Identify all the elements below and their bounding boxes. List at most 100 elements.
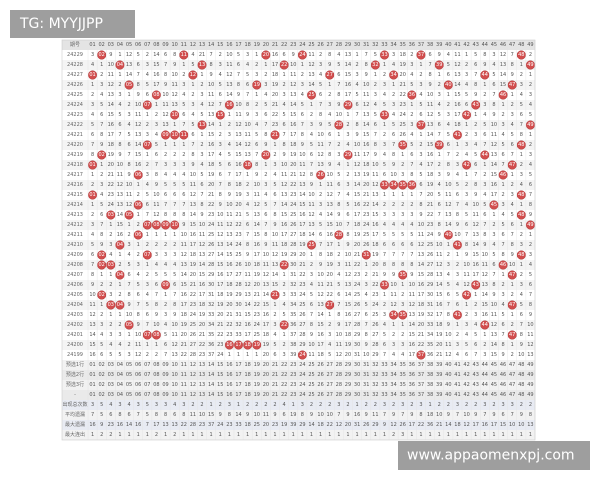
ball — [306, 240, 317, 250]
omission: 6 — [511, 142, 514, 148]
omission: 5 — [146, 302, 149, 308]
stat-value: 16 — [117, 422, 123, 428]
omission: 2 — [511, 182, 514, 188]
stat-value: 16 — [354, 412, 360, 418]
omission: 7 — [501, 162, 504, 168]
omission: 1 — [529, 232, 532, 238]
omission: 13 — [244, 152, 250, 158]
ball-number: 37 — [418, 52, 424, 58]
omission: 9 — [328, 162, 331, 168]
omission: 15 — [372, 212, 378, 218]
omission: 15 — [473, 252, 479, 258]
omission: 17 — [345, 322, 351, 328]
omission: 13 — [117, 202, 123, 208]
omission: 18 — [299, 232, 305, 238]
omission: 17 — [372, 232, 378, 238]
omission: 5 — [365, 302, 368, 308]
period: 24220 — [67, 142, 83, 148]
row-bg — [62, 420, 535, 430]
omission: 5 — [529, 112, 532, 118]
omission: 11 — [327, 182, 333, 188]
omission: 12 — [345, 272, 351, 278]
omission: 14 — [153, 52, 159, 58]
ball-number: 42 — [463, 112, 469, 118]
omission: 18 — [427, 172, 433, 178]
omission: 25 — [299, 302, 305, 308]
omission: 15 — [108, 112, 114, 118]
omission: 9 — [492, 292, 495, 298]
omission: 7 — [465, 232, 468, 238]
omission: 10 — [336, 222, 342, 228]
omission: 1 — [283, 332, 286, 338]
stat-value: 2 — [492, 402, 495, 408]
omission: 13 — [226, 82, 232, 88]
omission: 11 — [418, 232, 424, 238]
omission: 4 — [465, 152, 468, 158]
omission: 7 — [529, 192, 532, 198]
ball — [416, 50, 426, 60]
omission: 13 — [363, 112, 369, 118]
stat-value: 5 — [100, 412, 103, 418]
omission: 4 — [392, 62, 395, 68]
pick-number: 20 — [263, 392, 269, 398]
ball — [261, 150, 271, 160]
stat-value: 7 — [91, 412, 94, 418]
stat-value: 17 — [153, 422, 159, 428]
omission: 3 — [474, 132, 477, 138]
omission: 4 — [155, 262, 158, 268]
omission: 6 — [447, 292, 450, 298]
omission: 11 — [226, 62, 232, 68]
ball-number: 33 — [381, 282, 387, 288]
omission: 17 — [108, 132, 114, 138]
omission: 10 — [427, 92, 433, 98]
ball — [462, 290, 472, 300]
ball — [197, 60, 207, 70]
column-number: 25 — [308, 42, 314, 48]
omission: 6 — [401, 242, 404, 248]
omission: 14 — [308, 232, 314, 238]
omission: 1 — [383, 192, 386, 198]
omission: 8 — [173, 52, 176, 58]
omission: 6 — [273, 352, 276, 358]
pick-number: 30 — [354, 362, 360, 368]
pick-number: 06 — [135, 382, 141, 388]
omission: 10 — [527, 322, 533, 328]
ball-number: 48 — [518, 52, 524, 58]
ball-number: 22 — [281, 262, 287, 268]
omission: 3 — [501, 292, 504, 298]
omission: 4 — [410, 132, 413, 138]
omission: 6 — [356, 102, 359, 108]
omission: 11 — [244, 272, 250, 278]
omission: 2 — [483, 92, 486, 98]
ball-number: 36 — [409, 92, 415, 98]
omission: 6 — [146, 312, 149, 318]
omission: 26 — [427, 252, 433, 258]
pick-number: 06 — [135, 372, 141, 378]
column-number: 04 — [117, 42, 123, 48]
ball-number: 44 — [482, 72, 488, 78]
omission: 8 — [337, 202, 340, 208]
row-bg — [62, 320, 535, 330]
omission: 7 — [219, 182, 222, 188]
row-bg — [62, 70, 535, 80]
omission: 6 — [127, 272, 130, 278]
ball — [507, 330, 517, 340]
stat-value: 12 — [336, 422, 342, 428]
stat-value: 2 — [273, 402, 276, 408]
omission: 13 — [436, 272, 442, 278]
omission: 15 — [281, 212, 287, 218]
omission: 22 — [418, 342, 424, 348]
omission: 5 — [374, 112, 377, 118]
omission: 5 — [529, 172, 532, 178]
omission: 2 — [127, 342, 130, 348]
omission: 21 — [363, 192, 369, 198]
ball-number: 34 — [390, 312, 396, 318]
ball — [370, 60, 380, 70]
omission: 19 — [363, 172, 369, 178]
omission: 19 — [418, 312, 424, 318]
omission: 2 — [346, 172, 349, 178]
omission: 15 — [299, 202, 305, 208]
omission: 10 — [473, 202, 479, 208]
omission: 2 — [520, 232, 523, 238]
omission: 12 — [299, 172, 305, 178]
